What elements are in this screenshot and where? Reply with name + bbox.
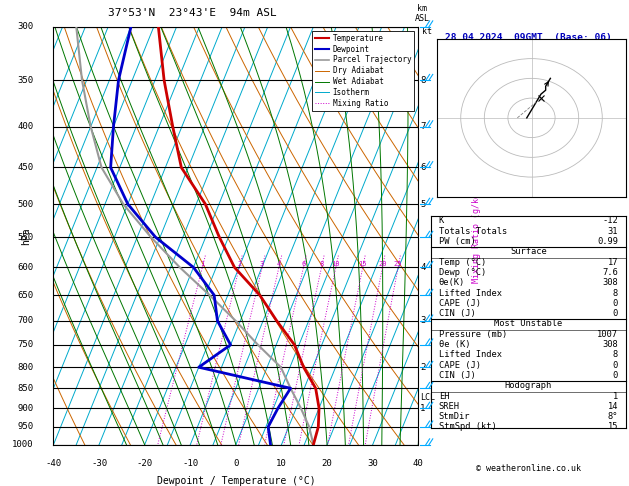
Text: Lifted Index: Lifted Index <box>438 289 502 297</box>
Text: Totals Totals: Totals Totals <box>438 227 507 236</box>
Text: 0: 0 <box>613 371 618 380</box>
Text: 4: 4 <box>277 261 281 267</box>
Text: km
ASL: km ASL <box>415 4 430 22</box>
Text: hPa: hPa <box>21 227 31 244</box>
Text: 28.04.2024  09GMT  (Base: 06): 28.04.2024 09GMT (Base: 06) <box>445 34 612 42</box>
Text: Hodograph: Hodograph <box>504 382 552 390</box>
Text: -12: -12 <box>603 216 618 226</box>
Text: 750: 750 <box>17 340 33 349</box>
Text: 900: 900 <box>17 403 33 413</box>
Text: 10: 10 <box>276 459 287 469</box>
Text: 40: 40 <box>413 459 424 469</box>
Text: 0: 0 <box>613 309 618 318</box>
Text: 15: 15 <box>608 422 618 432</box>
Text: 31: 31 <box>608 227 618 236</box>
Text: 25: 25 <box>394 261 403 267</box>
Text: 8°: 8° <box>608 412 618 421</box>
Text: 700: 700 <box>17 316 33 325</box>
Text: 650: 650 <box>17 291 33 300</box>
Text: θe (K): θe (K) <box>438 340 470 349</box>
Text: 8: 8 <box>613 289 618 297</box>
Text: 7.6: 7.6 <box>603 268 618 277</box>
Text: 800: 800 <box>17 363 33 372</box>
Text: 2: 2 <box>237 261 242 267</box>
Text: StmSpd (kt): StmSpd (kt) <box>438 422 496 432</box>
Text: 0: 0 <box>613 299 618 308</box>
Text: K: K <box>438 216 444 226</box>
Text: 450: 450 <box>17 163 33 172</box>
Text: © weatheronline.co.uk: © weatheronline.co.uk <box>476 464 581 473</box>
Text: 950: 950 <box>17 422 33 432</box>
Text: Mixing Ratio (g/kg): Mixing Ratio (g/kg) <box>472 188 481 283</box>
Text: -20: -20 <box>136 459 153 469</box>
Text: kt: kt <box>422 27 432 36</box>
Text: 20: 20 <box>378 261 387 267</box>
Text: 3: 3 <box>260 261 264 267</box>
Text: PW (cm): PW (cm) <box>438 237 476 246</box>
Text: 15: 15 <box>359 261 367 267</box>
Text: 8: 8 <box>320 261 323 267</box>
Text: θe(K): θe(K) <box>438 278 465 287</box>
Text: 6: 6 <box>301 261 306 267</box>
Text: 0: 0 <box>613 361 618 370</box>
Text: 600: 600 <box>17 263 33 272</box>
Text: 20: 20 <box>321 459 333 469</box>
Text: 6: 6 <box>420 163 425 172</box>
Text: 7: 7 <box>420 122 425 131</box>
Text: -30: -30 <box>91 459 107 469</box>
Text: 3: 3 <box>420 316 425 325</box>
Text: SREH: SREH <box>438 402 460 411</box>
Text: 37°53'N  23°43'E  94m ASL: 37°53'N 23°43'E 94m ASL <box>108 8 277 18</box>
Text: 350: 350 <box>17 76 33 85</box>
Text: 1: 1 <box>613 392 618 400</box>
Text: 1: 1 <box>420 403 425 413</box>
Text: Dewp (°C): Dewp (°C) <box>438 268 486 277</box>
Text: 550: 550 <box>17 233 33 242</box>
Text: 400: 400 <box>17 122 33 131</box>
Legend: Temperature, Dewpoint, Parcel Trajectory, Dry Adiabat, Wet Adiabat, Isotherm, Mi: Temperature, Dewpoint, Parcel Trajectory… <box>312 31 415 111</box>
Text: LCL: LCL <box>420 393 435 401</box>
Text: 14: 14 <box>608 402 618 411</box>
Text: -40: -40 <box>45 459 62 469</box>
Text: Dewpoint / Temperature (°C): Dewpoint / Temperature (°C) <box>157 476 315 486</box>
Text: 8: 8 <box>613 350 618 359</box>
Text: EH: EH <box>438 392 449 400</box>
Text: CIN (J): CIN (J) <box>438 309 476 318</box>
Text: 1: 1 <box>200 261 204 267</box>
Text: 308: 308 <box>603 278 618 287</box>
Text: -10: -10 <box>182 459 198 469</box>
Text: Lifted Index: Lifted Index <box>438 350 502 359</box>
Text: 300: 300 <box>17 22 33 31</box>
Text: 500: 500 <box>17 200 33 208</box>
Text: CAPE (J): CAPE (J) <box>438 299 481 308</box>
Text: 0: 0 <box>233 459 238 469</box>
Text: 17: 17 <box>608 258 618 267</box>
Text: CIN (J): CIN (J) <box>438 371 476 380</box>
Text: 10: 10 <box>331 261 340 267</box>
Text: Pressure (mb): Pressure (mb) <box>438 330 507 339</box>
Text: 308: 308 <box>603 340 618 349</box>
Text: StmDir: StmDir <box>438 412 470 421</box>
Text: 8: 8 <box>420 76 425 85</box>
Text: 30: 30 <box>367 459 378 469</box>
Text: 1000: 1000 <box>12 440 33 449</box>
Text: 850: 850 <box>17 384 33 393</box>
Text: CAPE (J): CAPE (J) <box>438 361 481 370</box>
Text: 0.99: 0.99 <box>597 237 618 246</box>
Text: Most Unstable: Most Unstable <box>494 319 562 329</box>
Text: 2: 2 <box>420 363 425 372</box>
Text: Surface: Surface <box>510 247 547 256</box>
Text: 4: 4 <box>420 263 425 272</box>
Text: 1007: 1007 <box>597 330 618 339</box>
Text: Temp (°C): Temp (°C) <box>438 258 486 267</box>
Text: 5: 5 <box>420 200 425 208</box>
